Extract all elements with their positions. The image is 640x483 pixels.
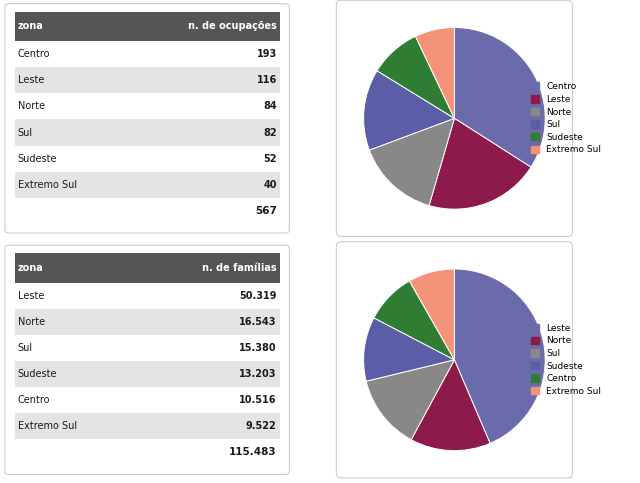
FancyBboxPatch shape <box>337 242 572 478</box>
Bar <box>15 171 280 198</box>
Text: zona: zona <box>18 21 44 31</box>
Text: Centro: Centro <box>18 395 50 405</box>
Text: 567: 567 <box>255 206 276 216</box>
Text: 193: 193 <box>257 49 276 59</box>
Bar <box>15 12 280 41</box>
Wedge shape <box>454 269 545 443</box>
Text: Sudeste: Sudeste <box>18 369 57 379</box>
Text: 115.483: 115.483 <box>229 447 276 457</box>
Text: Leste: Leste <box>18 75 44 85</box>
Wedge shape <box>415 28 454 118</box>
Bar <box>15 41 280 67</box>
FancyBboxPatch shape <box>5 245 289 474</box>
Wedge shape <box>410 269 454 360</box>
Text: 40: 40 <box>263 180 276 190</box>
Text: 16.543: 16.543 <box>239 317 276 327</box>
Legend: Centro, Leste, Norte, Sul, Sudeste, Extremo Sul: Centro, Leste, Norte, Sul, Sudeste, Extr… <box>527 79 605 158</box>
Wedge shape <box>377 36 454 118</box>
Wedge shape <box>364 71 454 150</box>
Bar <box>15 67 280 93</box>
Text: 15.380: 15.380 <box>239 343 276 353</box>
Text: n. de famílias: n. de famílias <box>202 263 276 273</box>
FancyBboxPatch shape <box>5 4 289 233</box>
Text: zona: zona <box>18 263 44 273</box>
Bar <box>15 361 280 387</box>
Bar <box>15 283 280 309</box>
FancyBboxPatch shape <box>337 0 572 236</box>
Wedge shape <box>411 360 490 451</box>
Text: Norte: Norte <box>18 317 45 327</box>
Bar <box>15 93 280 119</box>
Text: 13.203: 13.203 <box>239 369 276 379</box>
Text: n. de ocupações: n. de ocupações <box>188 21 276 31</box>
Bar <box>15 253 280 283</box>
Text: Extremo Sul: Extremo Sul <box>18 180 77 190</box>
Text: 52: 52 <box>263 154 276 164</box>
Text: Centro: Centro <box>18 49 50 59</box>
Text: Norte: Norte <box>18 101 45 112</box>
Wedge shape <box>366 360 454 440</box>
Wedge shape <box>364 318 454 381</box>
Bar <box>15 387 280 413</box>
Text: Sul: Sul <box>18 343 33 353</box>
Text: 10.516: 10.516 <box>239 395 276 405</box>
Text: 84: 84 <box>263 101 276 112</box>
Text: Sudeste: Sudeste <box>18 154 57 164</box>
Wedge shape <box>374 281 454 360</box>
Text: 116: 116 <box>257 75 276 85</box>
Bar <box>15 335 280 361</box>
Wedge shape <box>454 28 545 167</box>
Bar <box>15 145 280 171</box>
Bar <box>15 413 280 440</box>
Text: 82: 82 <box>263 128 276 138</box>
Text: Sul: Sul <box>18 128 33 138</box>
Text: Extremo Sul: Extremo Sul <box>18 421 77 431</box>
Bar <box>15 119 280 145</box>
Legend: Leste, Norte, Sul, Sudeste, Centro, Extremo Sul: Leste, Norte, Sul, Sudeste, Centro, Extr… <box>527 320 605 399</box>
Text: 50.319: 50.319 <box>239 291 276 301</box>
Wedge shape <box>369 118 454 206</box>
Bar <box>15 309 280 335</box>
Text: Leste: Leste <box>18 291 44 301</box>
Wedge shape <box>429 118 531 209</box>
Text: 9.522: 9.522 <box>246 421 276 431</box>
